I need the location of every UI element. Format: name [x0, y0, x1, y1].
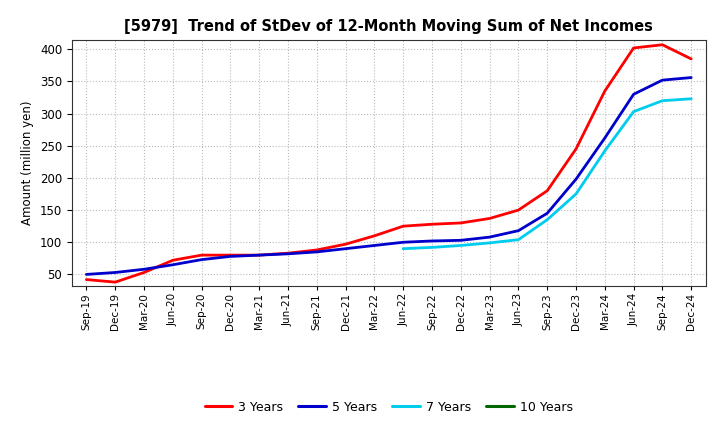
3 Years: [82, 277, 91, 282]
7 Years: [600, 148, 609, 154]
5 Years: [514, 228, 523, 233]
7 Years: [687, 96, 696, 102]
5 Years: [312, 249, 321, 255]
5 Years: [629, 92, 638, 97]
5 Years: [111, 270, 120, 275]
Line: 5 Years: 5 Years: [86, 77, 691, 275]
7 Years: [485, 240, 494, 246]
3 Years: [255, 253, 264, 258]
Title: [5979]  Trend of StDev of 12-Month Moving Sum of Net Incomes: [5979] Trend of StDev of 12-Month Moving…: [125, 19, 653, 34]
3 Years: [456, 220, 465, 226]
3 Years: [341, 242, 350, 247]
Line: 3 Years: 3 Years: [86, 45, 691, 282]
5 Years: [284, 251, 292, 257]
3 Years: [543, 188, 552, 194]
5 Years: [543, 211, 552, 216]
5 Years: [255, 253, 264, 258]
5 Years: [168, 262, 177, 268]
5 Years: [140, 267, 148, 272]
7 Years: [658, 98, 667, 103]
3 Years: [572, 147, 580, 152]
5 Years: [456, 238, 465, 243]
5 Years: [428, 238, 436, 244]
7 Years: [399, 246, 408, 251]
7 Years: [543, 217, 552, 222]
3 Years: [514, 207, 523, 213]
5 Years: [572, 176, 580, 182]
7 Years: [456, 243, 465, 248]
3 Years: [168, 258, 177, 263]
3 Years: [197, 253, 206, 258]
5 Years: [399, 240, 408, 245]
5 Years: [600, 136, 609, 141]
Legend: 3 Years, 5 Years, 7 Years, 10 Years: 3 Years, 5 Years, 7 Years, 10 Years: [199, 396, 578, 419]
3 Years: [111, 279, 120, 285]
3 Years: [312, 247, 321, 253]
5 Years: [226, 254, 235, 259]
3 Years: [600, 88, 609, 94]
Line: 7 Years: 7 Years: [403, 99, 691, 249]
3 Years: [629, 45, 638, 51]
5 Years: [370, 243, 379, 248]
5 Years: [658, 77, 667, 83]
7 Years: [629, 109, 638, 114]
7 Years: [514, 237, 523, 242]
5 Years: [197, 257, 206, 262]
3 Years: [226, 253, 235, 258]
Y-axis label: Amount (million yen): Amount (million yen): [22, 101, 35, 225]
5 Years: [82, 272, 91, 277]
3 Years: [140, 270, 148, 275]
3 Years: [485, 216, 494, 221]
7 Years: [428, 245, 436, 250]
3 Years: [687, 56, 696, 62]
5 Years: [485, 235, 494, 240]
5 Years: [687, 75, 696, 80]
3 Years: [370, 233, 379, 238]
3 Years: [658, 42, 667, 48]
5 Years: [341, 246, 350, 251]
7 Years: [572, 191, 580, 197]
3 Years: [399, 224, 408, 229]
3 Years: [284, 250, 292, 256]
3 Years: [428, 222, 436, 227]
